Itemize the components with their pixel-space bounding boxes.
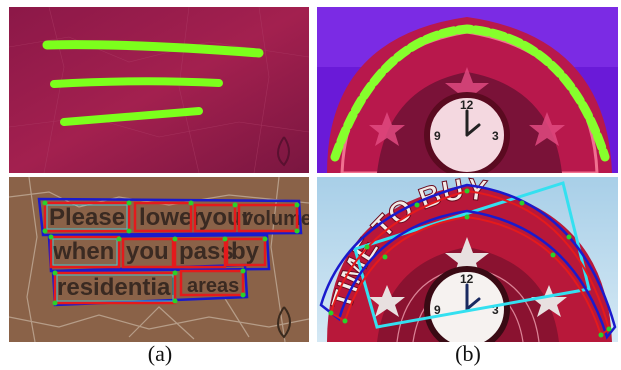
word-boxes <box>43 201 299 305</box>
heatmap-line-2 <box>50 77 223 88</box>
svg-text:12: 12 <box>460 98 474 112</box>
panel-a-heatmap <box>9 7 309 173</box>
word-areas: areas <box>187 275 239 297</box>
boundary-points <box>42 200 300 306</box>
word-you: you <box>126 238 169 265</box>
cyan-box <box>353 181 591 329</box>
caption-a: (a) <box>147 341 173 366</box>
svg-text:12: 12 <box>460 272 474 286</box>
arc-polygon-red <box>329 189 611 337</box>
heatmap-line-1 <box>42 40 264 58</box>
panel-b-heatmap: 12 9 3 <box>317 7 618 173</box>
word-residential: residential <box>57 274 177 301</box>
arc-polygon-blue <box>319 183 617 340</box>
word-volume: volume <box>242 208 309 230</box>
svg-text:9: 9 <box>434 129 441 143</box>
svg-text:9: 9 <box>434 303 441 317</box>
heatmap-arc <box>330 24 610 162</box>
svg-text:3: 3 <box>492 303 499 317</box>
caption-b: (b) <box>455 341 481 366</box>
word-please: Please <box>49 204 125 231</box>
clock-numerals: 12 9 3 <box>434 272 499 317</box>
word-when: when <box>52 238 114 265</box>
panel-a-detection: Please lower your volume when you pass b… <box>9 177 309 342</box>
clock-numerals-b-top: 12 9 3 <box>434 98 499 143</box>
word-by: by <box>231 238 260 265</box>
panel-b-detection: 12 9 3 TIME TO BUY <box>317 177 618 342</box>
arc-points <box>328 188 612 338</box>
word-your: your <box>199 204 251 231</box>
word-lower: lower <box>139 204 202 231</box>
svg-text:3: 3 <box>492 129 499 143</box>
heatmap-line-3 <box>60 107 203 126</box>
